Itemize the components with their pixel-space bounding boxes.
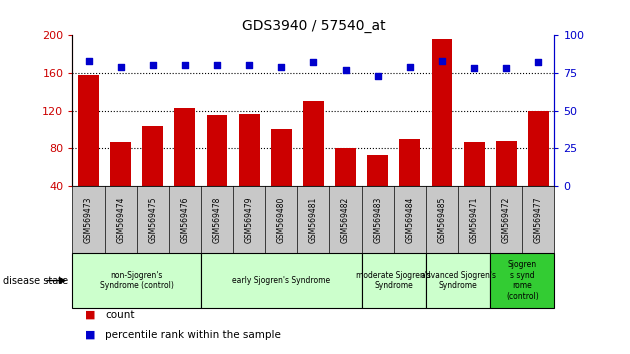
Text: GSM569479: GSM569479 xyxy=(244,196,254,243)
Text: disease state: disease state xyxy=(3,275,68,286)
Text: GSM569481: GSM569481 xyxy=(309,196,318,242)
Point xyxy=(501,65,511,71)
Point xyxy=(533,59,543,65)
Point xyxy=(244,63,254,68)
Point xyxy=(404,64,415,70)
Point xyxy=(276,64,286,70)
Point xyxy=(372,73,382,79)
Text: advanced Sjogren's
Syndrome: advanced Sjogren's Syndrome xyxy=(420,271,496,290)
Point xyxy=(180,63,190,68)
Text: percentile rank within the sample: percentile rank within the sample xyxy=(105,330,281,339)
Text: GSM569476: GSM569476 xyxy=(180,196,190,243)
Text: non-Sjogren's
Syndrome (control): non-Sjogren's Syndrome (control) xyxy=(100,271,174,290)
Bar xyxy=(110,142,131,223)
Text: GSM569483: GSM569483 xyxy=(373,196,382,243)
Text: GSM569473: GSM569473 xyxy=(84,196,93,243)
Text: GSM569480: GSM569480 xyxy=(277,196,286,243)
Text: GSM569478: GSM569478 xyxy=(212,196,222,243)
Text: early Sjogren's Syndrome: early Sjogren's Syndrome xyxy=(232,276,330,285)
Point xyxy=(469,65,479,71)
Text: GSM569475: GSM569475 xyxy=(148,196,158,243)
Bar xyxy=(78,75,99,223)
Bar xyxy=(399,139,420,223)
Text: GSM569472: GSM569472 xyxy=(501,196,511,243)
Bar xyxy=(528,110,549,223)
Text: ■: ■ xyxy=(85,330,96,339)
Bar xyxy=(175,108,195,223)
Text: GSM569482: GSM569482 xyxy=(341,196,350,242)
Point xyxy=(147,63,158,68)
Text: GSM569484: GSM569484 xyxy=(405,196,415,243)
Bar xyxy=(496,141,517,223)
Bar xyxy=(367,155,388,223)
Point xyxy=(116,64,126,70)
Point xyxy=(212,63,222,68)
Bar xyxy=(303,101,324,223)
Point xyxy=(83,58,94,64)
Bar xyxy=(464,142,484,223)
Bar xyxy=(335,148,356,223)
Bar xyxy=(239,114,260,223)
Point xyxy=(340,67,350,73)
Bar xyxy=(207,115,227,223)
Bar xyxy=(142,126,163,223)
Text: Sjogren
s synd
rome
(control): Sjogren s synd rome (control) xyxy=(506,261,539,301)
Bar xyxy=(432,39,452,223)
Bar xyxy=(271,130,292,223)
Text: GSM569477: GSM569477 xyxy=(534,196,543,243)
Point xyxy=(437,58,447,64)
Text: count: count xyxy=(105,310,135,320)
Text: GSM569474: GSM569474 xyxy=(116,196,125,243)
Text: ■: ■ xyxy=(85,310,96,320)
Point xyxy=(308,59,318,65)
Text: GSM569471: GSM569471 xyxy=(469,196,479,243)
Text: GSM569485: GSM569485 xyxy=(437,196,447,243)
Title: GDS3940 / 57540_at: GDS3940 / 57540_at xyxy=(242,19,385,33)
Text: moderate Sjogren's
Syndrome: moderate Sjogren's Syndrome xyxy=(357,271,431,290)
